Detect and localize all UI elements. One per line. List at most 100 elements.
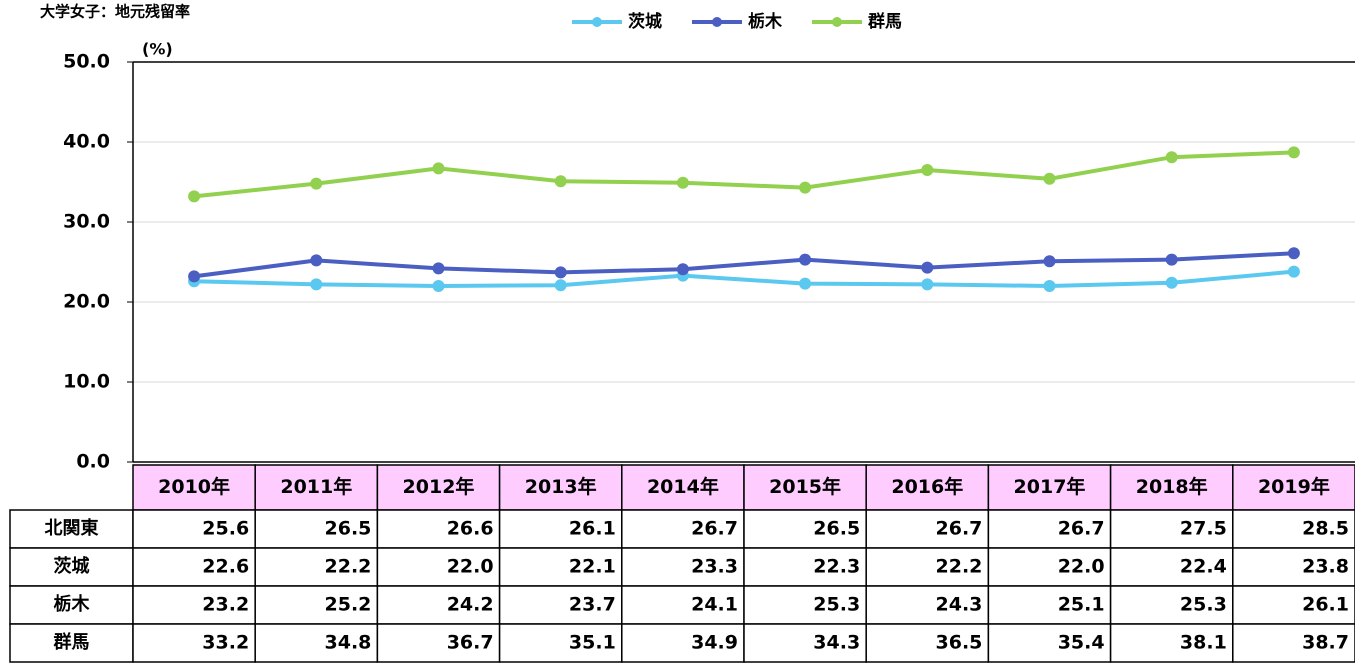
table-cell <box>498 547 623 587</box>
table-value: 23.2 <box>202 594 249 616</box>
table-value: 34.8 <box>325 632 372 654</box>
x-tick-label: 2010年 <box>158 475 230 498</box>
row-header-cell <box>9 585 134 625</box>
table-value: 36.7 <box>447 632 494 654</box>
table-value: 22.6 <box>202 556 249 578</box>
table-cell <box>498 509 623 549</box>
table-cell <box>498 623 623 663</box>
y-tick-label: 40.0 <box>63 131 110 153</box>
data-point <box>554 279 567 292</box>
y-tick-label: 50.0 <box>63 51 110 73</box>
row-header: 北関東 <box>45 517 99 539</box>
data-point <box>799 253 812 266</box>
table-value: 23.3 <box>691 556 738 578</box>
table-cell <box>376 509 501 549</box>
legend-marker <box>832 17 842 27</box>
row-header-cell <box>9 547 134 587</box>
table-cell <box>1109 547 1234 587</box>
header-cell <box>1232 464 1355 511</box>
data-point <box>554 175 567 188</box>
data-point <box>1043 280 1056 292</box>
table-cell <box>621 547 745 587</box>
table-value: 26.7 <box>1058 518 1105 540</box>
x-tick-label: 2012年 <box>403 475 475 498</box>
table-value: 35.4 <box>1058 632 1105 654</box>
series-line <box>193 251 1295 279</box>
data-point <box>921 278 934 291</box>
table-value: 26.5 <box>325 518 372 540</box>
table-value: 25.2 <box>325 594 372 616</box>
data-point <box>1165 253 1178 266</box>
data-point <box>676 176 689 189</box>
header-cell <box>987 464 1112 511</box>
legend-label: 群馬 <box>868 11 902 32</box>
table-value: 22.0 <box>447 556 494 578</box>
table-value: 38.7 <box>1302 632 1349 654</box>
legend-marker <box>712 17 722 27</box>
header-cell <box>865 464 990 511</box>
data-point <box>432 280 445 292</box>
table-value: 38.1 <box>1180 632 1227 654</box>
table-cell <box>987 623 1112 663</box>
data-point <box>432 262 445 275</box>
table-value: 23.8 <box>1302 556 1349 578</box>
table-value: 22.4 <box>1180 556 1227 578</box>
table-cell <box>743 623 867 663</box>
y-tick-label: 30.0 <box>63 211 110 233</box>
data-point <box>432 162 445 175</box>
legend-label: 栃木 <box>748 11 783 32</box>
table-value: 28.5 <box>1302 518 1349 540</box>
row-header-cell <box>9 623 134 663</box>
series-line <box>194 269 1295 289</box>
table-value: 23.7 <box>569 594 616 616</box>
table-value: 22.2 <box>936 556 983 578</box>
y-tick-label: 10.0 <box>63 371 110 393</box>
table-value: 34.3 <box>813 632 860 654</box>
table-value: 22.3 <box>813 556 860 578</box>
data-point <box>921 164 934 176</box>
table-value: 25.6 <box>202 518 249 540</box>
data-point <box>554 266 567 279</box>
table-value: 26.7 <box>691 518 738 540</box>
table-value: 24.3 <box>936 594 983 616</box>
table-value: 22.0 <box>1058 556 1105 578</box>
table-cell <box>376 547 501 587</box>
table-value: 26.5 <box>813 518 860 540</box>
data-point <box>799 277 812 290</box>
data-point <box>310 254 323 267</box>
table-cell <box>865 623 990 663</box>
y-unit: (%) <box>142 40 173 59</box>
table-cell <box>1109 509 1234 549</box>
data-point <box>1165 151 1178 164</box>
data-point <box>1287 146 1300 159</box>
x-tick-label: 2011年 <box>280 475 352 498</box>
row-header: 群馬 <box>54 631 90 653</box>
data-point <box>1043 172 1056 185</box>
header-cell <box>254 464 379 511</box>
table-value: 22.2 <box>325 556 372 578</box>
table-cell <box>743 547 867 587</box>
data-point <box>1043 255 1056 268</box>
table-cell <box>1232 547 1355 587</box>
table-value: 24.2 <box>447 594 494 616</box>
y-tick-label: 20.0 <box>63 291 110 313</box>
x-tick-label: 2019年 <box>1258 475 1330 498</box>
table-value: 26.7 <box>936 518 983 540</box>
table-value: 25.3 <box>1180 594 1227 616</box>
data-point <box>310 278 323 291</box>
chart-title: 大学女子：地元残留率 <box>40 3 190 21</box>
table-cell <box>132 585 256 625</box>
y-tick-label: 0.0 <box>76 451 110 473</box>
table-cell <box>376 623 501 663</box>
table-cell <box>1232 623 1355 663</box>
series-line <box>193 150 1294 199</box>
data-point <box>1287 247 1300 260</box>
x-tick-label: 2013年 <box>525 475 597 498</box>
x-tick-label: 2015年 <box>769 475 841 498</box>
row-header: 栃木 <box>54 593 91 615</box>
data-point <box>676 263 689 276</box>
table-value: 35.1 <box>569 632 616 654</box>
table-cell <box>254 623 379 663</box>
table-value: 36.5 <box>936 632 983 654</box>
